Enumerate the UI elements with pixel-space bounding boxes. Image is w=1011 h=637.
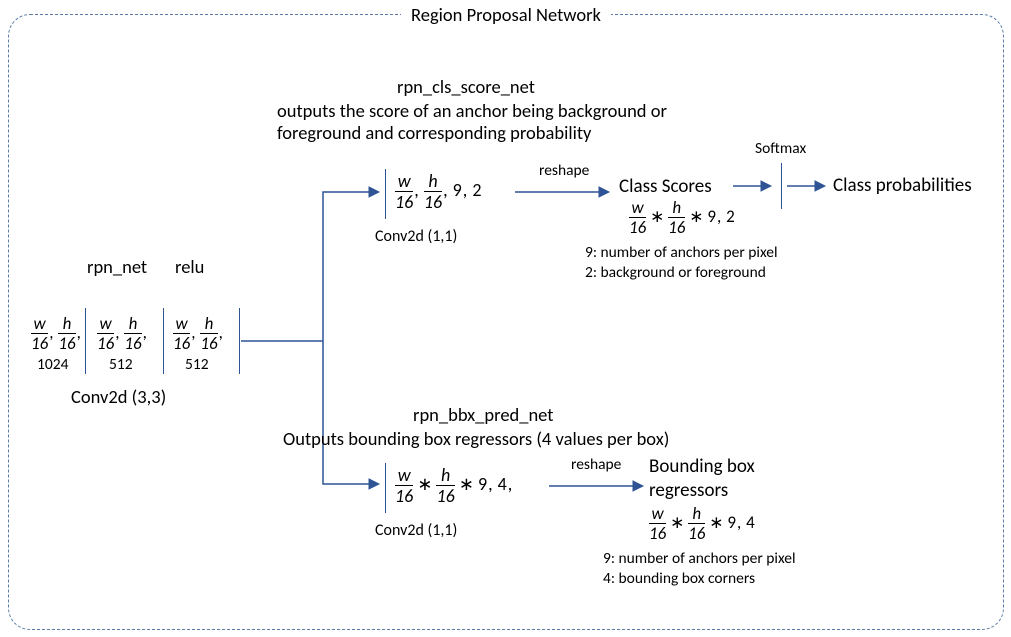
cls-class-scores: Class Scores [619,175,712,198]
rpn-container: Region Proposal Network rpn_net relu w16… [8,14,1004,630]
bbx-conv-label: Conv2d (1,1) [375,521,457,540]
bbx-note1: 9: number of anchors per pixel [603,549,796,568]
stem-shape-1: w16, h16, 1024 [31,315,82,374]
cls-vline [385,169,386,219]
bbx-desc: Outputs bounding box regressors (4 value… [283,427,669,450]
bbx-arrow-reshape [549,479,645,493]
cls-arrow-reshape [515,185,611,199]
bbx-result-shape: w16 ∗ h16 ∗ 9, 4 [649,505,755,543]
cls-reshape-label: reshape [539,161,589,180]
bbx-vline [385,463,386,513]
softmax-label: Softmax [755,139,806,158]
bbx-result-2: regressors [649,479,728,502]
label-relu: relu [175,255,204,278]
diagram-title: Region Proposal Network [401,3,611,26]
softmax-vline [781,163,782,209]
bbx-note2: 4: bounding box corners [603,569,755,588]
cls-class-prob: Class probabilities [833,174,972,197]
bbx-reshape-label: reshape [571,455,621,474]
stem-conv-label: Conv2d (3,3) [71,385,166,408]
stem-vline-3 [239,308,240,374]
cls-arrow-to-softmax [733,179,773,193]
bbx-heading: rpn_bbx_pred_net [413,403,553,426]
cls-note1: 9: number of anchors per pixel [585,243,778,262]
stem-vline-2 [163,308,164,374]
cls-heading: rpn_cls_score_net [397,75,535,98]
cls-conv-label: Conv2d (1,1) [375,227,457,246]
label-rpn-net: rpn_net [87,255,147,278]
stem-shape-1-ch: 1024 [37,355,68,374]
bbx-shape: w16 ∗ h16 ∗ 9, 4, [395,466,513,506]
stem-shape-2-ch: 512 [109,355,133,374]
stem-shape-2: w16, h16, 512 [97,315,148,374]
cls-note2: 2: background or foreground [585,263,766,282]
branch-connector [241,174,381,514]
cls-desc1: outputs the score of an anchor being bac… [277,99,667,122]
cls-shape: w16, h16, 9, 2 [395,172,481,212]
stem-vline-1 [85,308,86,374]
cls-cs-shape: w16 ∗ h16 ∗ 9, 2 [629,199,735,237]
stem-shape-3-ch: 512 [185,355,209,374]
cls-desc2: foreground and corresponding probability [277,121,591,144]
bbx-result-1: Bounding box [649,455,755,478]
cls-arrow-to-prob [787,179,827,193]
stem-shape-3: w16, h16, 512 [173,315,224,374]
